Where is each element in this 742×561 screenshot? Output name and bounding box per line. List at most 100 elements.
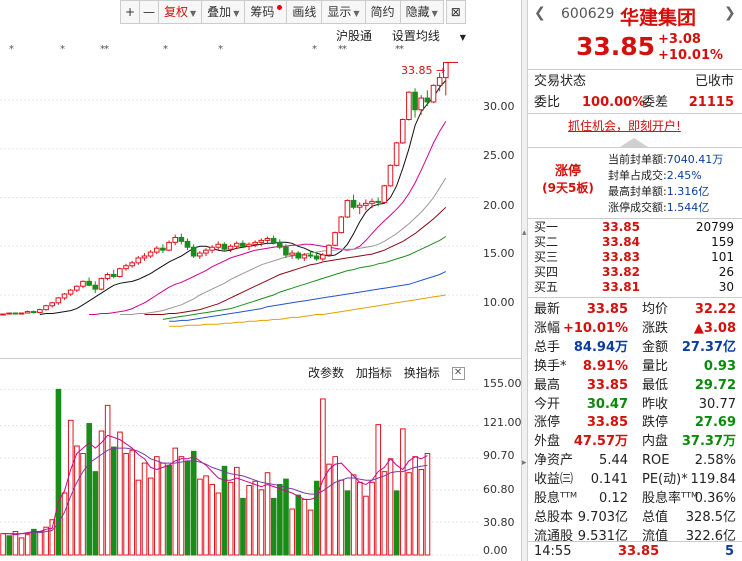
chevron-down-icon: ▼ <box>233 9 240 18</box>
divider <box>528 297 742 298</box>
candle-body <box>49 302 56 307</box>
chips-button[interactable]: 筹码 <box>245 0 288 24</box>
quote-value: 5.44 <box>599 453 628 469</box>
candle-body <box>80 280 86 287</box>
candle-body <box>227 245 234 250</box>
quote-value: 30.47 <box>586 396 628 412</box>
weibi-label: 委比 <box>534 95 561 110</box>
moving-average-line <box>144 206 447 315</box>
add-indicator-link[interactable]: 加指标 <box>355 366 392 380</box>
zoom-in-button[interactable]: + <box>120 0 140 24</box>
fuquan-label: 复权 <box>164 5 189 19</box>
candle-body <box>12 312 19 315</box>
quote-label: 昨收 <box>642 396 669 412</box>
volume-bar <box>154 456 160 556</box>
candle-body <box>276 241 283 248</box>
close-icon[interactable]: ✕ <box>451 367 465 380</box>
kline-chart-area[interactable]: + — 复权 ▼ 叠加 ▼ 筹码 画线 显示 ▼ 简约 隐藏 ▼ ⊠ 沪股通 设置均线 … <box>0 0 522 561</box>
event-marker[interactable]: * <box>60 44 65 55</box>
event-marker[interactable]: * <box>9 44 14 55</box>
candle-body <box>178 236 185 242</box>
volume-bar <box>31 528 37 556</box>
fuquan-dropdown[interactable]: 复权 ▼ <box>159 0 203 24</box>
quote-label: 收益㈢ <box>534 472 574 488</box>
event-marker[interactable]: ** <box>338 44 347 55</box>
candle-body <box>424 97 431 103</box>
chevron-right-icon[interactable]: ❯ <box>724 5 736 21</box>
quote-value: +10.01% <box>562 320 628 336</box>
moving-average-line <box>169 271 447 322</box>
open-account-link[interactable]: 抓住机会，即刻开户! <box>568 119 681 133</box>
candle-body <box>61 293 68 299</box>
volume-bar <box>24 534 31 556</box>
order-book-row: 买二 33.84 159 <box>534 235 734 250</box>
volume-bar <box>80 452 86 556</box>
exchange-link[interactable]: 沪股通 <box>336 29 373 43</box>
quote-label: 量比 <box>642 358 669 374</box>
quote-label: 最低 <box>642 377 669 393</box>
volume-axis-tick: 121.00 <box>483 416 522 429</box>
candle-body <box>86 280 92 286</box>
event-marker[interactable]: * <box>163 44 168 55</box>
volume-bar <box>129 449 136 556</box>
zoom-out-button[interactable]: — <box>140 0 159 24</box>
candle-body <box>252 241 258 245</box>
quote-label: 今开 <box>534 396 561 412</box>
volume-chart <box>0 388 478 556</box>
quote-row: 涨幅 +10.01% 涨跌 ▲3.08 <box>534 319 736 338</box>
book-volume: 26 <box>718 265 734 279</box>
change-params-link[interactable]: 改参数 <box>308 366 345 380</box>
candle-body <box>197 252 203 257</box>
quote-label: 外盘 <box>534 434 561 450</box>
ma-settings-link[interactable]: 设置均线 ▼ <box>392 29 482 43</box>
quote-label: 最新 <box>534 302 561 317</box>
volume-bar <box>92 471 99 556</box>
divider <box>528 541 742 542</box>
event-marker[interactable]: * <box>312 44 317 55</box>
splitter[interactable]: ▴ ▸ <box>521 0 528 561</box>
overlay-dropdown[interactable]: 叠加 ▼ <box>202 0 246 24</box>
quote-label: 跌停 <box>642 415 669 431</box>
weibi-value: 100.00% <box>582 95 646 110</box>
quote-value: 29.72 <box>694 377 736 393</box>
event-marker[interactable]: * <box>218 44 223 55</box>
volume-bar <box>301 498 308 556</box>
close-icon[interactable]: ⊠ <box>445 0 466 24</box>
price-axis-tick: 20.00 <box>483 199 515 212</box>
event-marker[interactable]: ** <box>395 44 404 55</box>
chevron-left-icon[interactable]: ❮ <box>534 5 546 21</box>
switch-indicator-link[interactable]: 换指标 <box>403 366 440 380</box>
volume-bar <box>393 490 400 556</box>
quote-label: 总股本 <box>534 509 574 525</box>
collapse-toggle-icon[interactable] <box>620 138 648 147</box>
volume-bar <box>363 495 369 556</box>
volume-bar <box>55 388 62 556</box>
candle-body <box>332 232 338 246</box>
candle-body <box>406 91 412 120</box>
draw-line-button[interactable]: 画线 <box>287 0 323 24</box>
event-marker[interactable]: ** <box>100 44 109 55</box>
quote-value: 0.36% <box>694 491 736 506</box>
quote-row: 外盘 47.57万 内盘 37.37万 <box>534 432 736 451</box>
volume-bar <box>104 404 111 556</box>
quote-label: 净资产 <box>534 453 574 469</box>
display-dropdown[interactable]: 显示 ▼ <box>322 0 366 24</box>
volume-bar <box>74 445 80 556</box>
chevron-up-icon[interactable]: ▴ <box>522 228 527 238</box>
quote-value: 328.5亿 <box>685 509 736 525</box>
book-price: 33.82 <box>602 265 640 279</box>
simple-mode-button[interactable]: 简约 <box>365 0 401 24</box>
chevron-right-icon[interactable]: ▸ <box>522 458 527 468</box>
book-price: 33.83 <box>602 250 640 264</box>
quote-label: 涨跌 <box>642 320 669 336</box>
limit-detail-value: 2.45% <box>666 169 702 182</box>
hide-dropdown[interactable]: 隐藏 ▼ <box>400 0 444 24</box>
candle-body <box>264 237 271 241</box>
candle-body <box>289 252 295 256</box>
weicha-label: 委差 <box>642 95 669 110</box>
volume-bar <box>117 431 123 556</box>
volume-bar <box>283 478 289 556</box>
limit-detail-value: 1.316亿 <box>666 185 710 198</box>
tick-price: 33.85 <box>618 544 660 559</box>
candle-body <box>129 262 135 267</box>
